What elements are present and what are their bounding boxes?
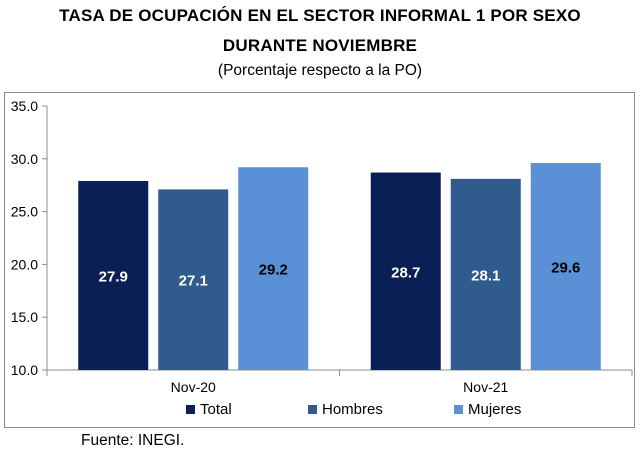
legend-swatch-mujeres [454, 405, 463, 414]
data-label: 28.7 [391, 264, 420, 281]
legend-label: Hombres [322, 401, 383, 418]
chart-title-line1: Tasa de ocupación en el sector informal … [59, 6, 581, 25]
legend-swatch-hombres [308, 405, 317, 414]
legend-label: Total [200, 401, 232, 418]
bar-mujeres-nov-20 [238, 167, 309, 370]
bar-mujeres-nov-21 [530, 163, 601, 370]
x-tick-label: Nov-20 [171, 379, 216, 395]
chart-title-line2: durante noviembre [222, 36, 418, 55]
source-note: Fuente: INEGI. [81, 432, 185, 449]
data-label: 28.1 [471, 267, 500, 284]
legend-swatch-total [186, 405, 195, 414]
chart-title: Tasa de ocupación en el sector informal … [0, 6, 640, 26]
bar-total-nov-21 [370, 172, 441, 370]
bar-hombres-nov-21 [450, 178, 521, 370]
y-tick-label: 20.0 [11, 256, 38, 272]
y-tick-label: 30.0 [11, 151, 38, 167]
bar-chart: 35.0 30.0 25.0 20.0 15.0 10.0 27.9 27.1 29.2 Nov-… [11, 98, 633, 418]
data-label: 27.1 [179, 273, 208, 290]
legend-label: Mujeres [468, 401, 521, 418]
bar-total-nov-20 [78, 180, 149, 370]
y-tick-label: 15.0 [11, 309, 38, 325]
chart-subtitle: (Porcentaje respecto a la PO) [217, 62, 423, 79]
data-label: 29.2 [259, 262, 288, 279]
chart-title-continued: durante noviembre [0, 36, 640, 56]
chart-frame [4, 92, 635, 428]
bar-hombres-nov-20 [158, 189, 229, 370]
data-label: 29.6 [551, 260, 580, 277]
y-tick-label: 10.0 [11, 362, 38, 378]
y-tick-label: 35.0 [11, 98, 38, 114]
data-label: 27.9 [99, 268, 128, 285]
x-tick-label: Nov-21 [463, 379, 508, 395]
y-tick-label: 25.0 [11, 204, 38, 220]
